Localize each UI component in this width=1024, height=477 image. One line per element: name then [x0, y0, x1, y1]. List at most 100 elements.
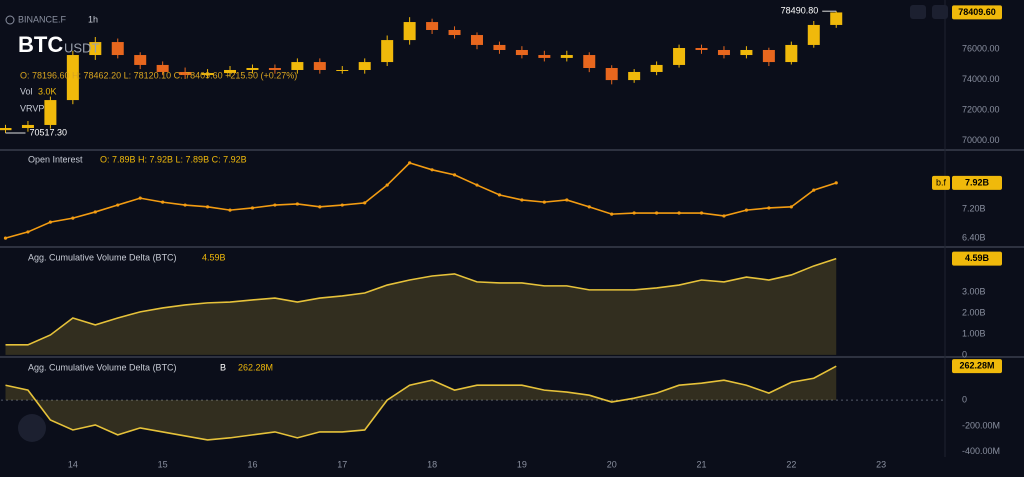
- series-point: [722, 214, 726, 218]
- candle-body: [156, 64, 169, 72]
- series-point: [205, 205, 210, 209]
- y-tick-label: 3.00B: [962, 286, 986, 296]
- pane-value: 4.59B: [202, 252, 226, 262]
- candle-body: [740, 49, 753, 56]
- candle-body: [560, 55, 573, 58]
- y-tick-label: 0: [962, 349, 967, 359]
- candle-body: [538, 55, 551, 58]
- candle-body: [695, 48, 708, 50]
- candle-body: [358, 62, 371, 70]
- candle-body: [44, 100, 57, 125]
- y-tick-label: 1.00B: [962, 328, 986, 338]
- annotation-label: 78490.80: [781, 6, 819, 16]
- series-point: [699, 211, 704, 215]
- series-point: [767, 206, 771, 210]
- source-badge: [932, 175, 950, 190]
- y-tick-label: 74000.00: [962, 74, 1000, 84]
- series-point: [565, 198, 569, 202]
- series-point: [138, 196, 142, 200]
- y-tick-label: 0: [962, 394, 967, 404]
- interval[interactable]: 1h: [88, 14, 98, 24]
- candle-body: [111, 42, 124, 56]
- series-area: [5, 258, 837, 355]
- x-tick-label: 22: [786, 459, 796, 469]
- series-point: [632, 211, 636, 215]
- series-point: [183, 203, 187, 207]
- series-point: [655, 211, 659, 215]
- candle-body: [21, 124, 34, 129]
- series-point: [93, 210, 97, 214]
- toolbar-button[interactable]: [910, 5, 926, 19]
- x-tick-label: 20: [607, 459, 617, 469]
- current-value-badge: [952, 175, 1002, 190]
- series-point: [542, 200, 546, 204]
- series-line: [5, 161, 837, 239]
- series-line: [5, 257, 837, 346]
- logo[interactable]: [18, 414, 46, 442]
- candle-body: [291, 62, 304, 70]
- pane-value: 262.28M: [238, 362, 273, 372]
- candle-body: [246, 68, 259, 70]
- pane-legend: O: 7.89B H: 7.92B L: 7.89B C: 7.92B: [100, 154, 247, 164]
- y-tick-label: 76000.00: [962, 44, 1000, 54]
- series-point: [430, 168, 434, 172]
- series-point: [385, 183, 389, 187]
- pane-icon-text: B: [220, 362, 226, 372]
- current-value-label: 78409.60: [958, 7, 996, 17]
- x-tick-label: 19: [517, 459, 527, 469]
- pane-title: Agg. Cumulative Volume Delta (BTC): [28, 362, 177, 372]
- series-point: [677, 211, 681, 215]
- series-point: [26, 230, 30, 234]
- series-point: [587, 205, 591, 209]
- series-line: [5, 365, 837, 441]
- candle-body: [717, 49, 730, 56]
- y-tick-label: 6.40B: [962, 232, 986, 242]
- quote: USDT: [64, 40, 99, 55]
- candle-body: [830, 12, 843, 25]
- series-point: [228, 208, 232, 212]
- candle-body: [807, 24, 820, 45]
- series-point: [116, 203, 120, 207]
- current-value-badge: [952, 5, 1002, 20]
- candle-body: [201, 73, 214, 76]
- toolbar-button[interactable]: [932, 5, 948, 19]
- candle-body: [89, 42, 102, 56]
- x-tick-label: 18: [427, 459, 437, 469]
- candle-body: [268, 68, 281, 70]
- candle-body: [785, 44, 798, 63]
- candle-body: [515, 49, 528, 56]
- candle-body: [605, 68, 618, 81]
- volume-value: 3.0K: [38, 86, 57, 96]
- y-tick-label: -200.00M: [962, 420, 1000, 430]
- annotation-label: 70517.30: [29, 127, 67, 137]
- current-value-badge: [952, 359, 1002, 374]
- exchange-icon: [5, 15, 15, 25]
- candle-body: [650, 64, 663, 72]
- candle-body: [403, 22, 416, 41]
- series-point: [250, 206, 255, 210]
- x-tick-label: 21: [697, 459, 707, 469]
- y-tick-label: 72000.00: [962, 105, 1000, 115]
- y-tick-label: -400.00M: [962, 446, 1000, 456]
- series-point: [610, 212, 614, 216]
- candle-body: [493, 44, 506, 50]
- plot-layer: 76000.00 74000.00 72000.00 70000.00 78490.80…: [0, 5, 1002, 469]
- candle-body: [336, 69, 349, 71]
- series-point: [3, 236, 8, 240]
- series-area: [5, 366, 837, 440]
- series-point: [520, 198, 524, 202]
- series-point: [295, 202, 299, 206]
- candle-body: [381, 40, 394, 63]
- x-tick-label: 15: [158, 459, 168, 469]
- candle-body: [134, 55, 147, 65]
- current-value-badge: [952, 251, 1002, 266]
- series-point: [497, 193, 502, 197]
- y-tick-label: 70000.00: [962, 135, 1000, 145]
- series-point: [408, 161, 412, 165]
- series-point: [273, 203, 277, 207]
- y-tick-label: 2.00B: [962, 307, 986, 317]
- candle-body: [448, 29, 461, 36]
- series-point: [161, 200, 165, 204]
- source-badge-label: b.f: [936, 177, 947, 187]
- pane-title: Open Interest: [28, 154, 83, 164]
